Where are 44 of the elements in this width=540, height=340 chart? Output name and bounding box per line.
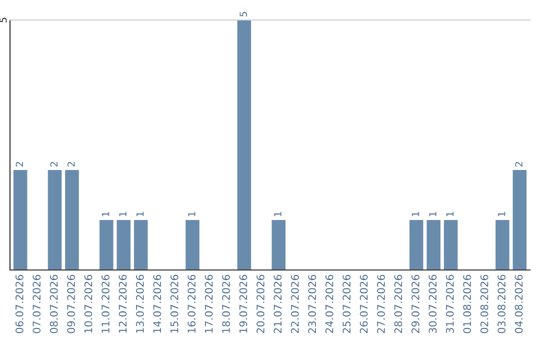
data-label: 1: [188, 212, 196, 216]
data-label: 1: [446, 212, 454, 216]
x-tick-label: 13.07.2026: [136, 274, 144, 333]
x-tick-label: 12.07.2026: [118, 274, 127, 333]
x-tick-label: 06.07.2026: [15, 274, 24, 334]
data-label: 1: [102, 212, 110, 216]
x-tick-label: 11.07.2026: [102, 274, 110, 333]
x-tick-label: 28.07.2026: [394, 274, 402, 334]
data-label: 2: [515, 162, 522, 167]
data-label: 1: [119, 212, 126, 216]
data-label: 1: [136, 212, 144, 216]
x-tick-label: 15.07.2026: [170, 274, 178, 333]
x-tick-label: 20.07.2026: [256, 274, 264, 334]
x-tick-label: 04.08.2026: [514, 274, 523, 334]
x-tick-label: 09.07.2026: [67, 274, 76, 334]
x-tick-label: 31.07.2026: [446, 274, 454, 334]
x-tick-label: 07.07.2026: [32, 274, 41, 334]
x-tick-label: 29.07.2026: [412, 274, 420, 334]
x-tick-label: 24.07.2026: [325, 274, 334, 334]
x-tick-label: 25.07.2026: [342, 274, 351, 334]
data-label: 5: [240, 12, 247, 16]
x-tick-label: 01.08.2026: [463, 274, 472, 334]
x-tick-label: 30.07.2026: [428, 274, 437, 334]
data-label: 1: [412, 212, 420, 216]
x-tick-label: 02.08.2026: [480, 274, 488, 334]
x-tick-label: 27.07.2026: [377, 274, 385, 334]
data-label: 1: [429, 212, 436, 216]
data-label: 2: [50, 162, 58, 167]
x-tick-label: 10.07.2026: [84, 274, 92, 333]
x-tick-label: 03.08.2026: [498, 274, 506, 334]
x-tick-label: 23.07.2026: [308, 274, 316, 334]
x-tick-label: 17.07.2026: [204, 274, 213, 333]
x-tick-label: 19.07.2026: [239, 274, 248, 333]
x-tick-label: 21.07.2026: [274, 274, 282, 334]
data-label: 2: [67, 162, 75, 167]
data-label: 1: [274, 212, 282, 216]
data-label: 2: [16, 162, 24, 167]
x-tick-label: 18.07.2026: [222, 274, 230, 333]
x-tick-label: 16.07.2026: [188, 274, 196, 333]
x-tick-label: 26.07.2026: [360, 274, 368, 334]
x-tick-label: 22.07.2026: [290, 274, 299, 334]
x-tick-label: 14.07.2026: [153, 274, 162, 333]
data-label: 1: [498, 212, 506, 216]
x-tick-label: 08.07.2026: [50, 274, 58, 334]
